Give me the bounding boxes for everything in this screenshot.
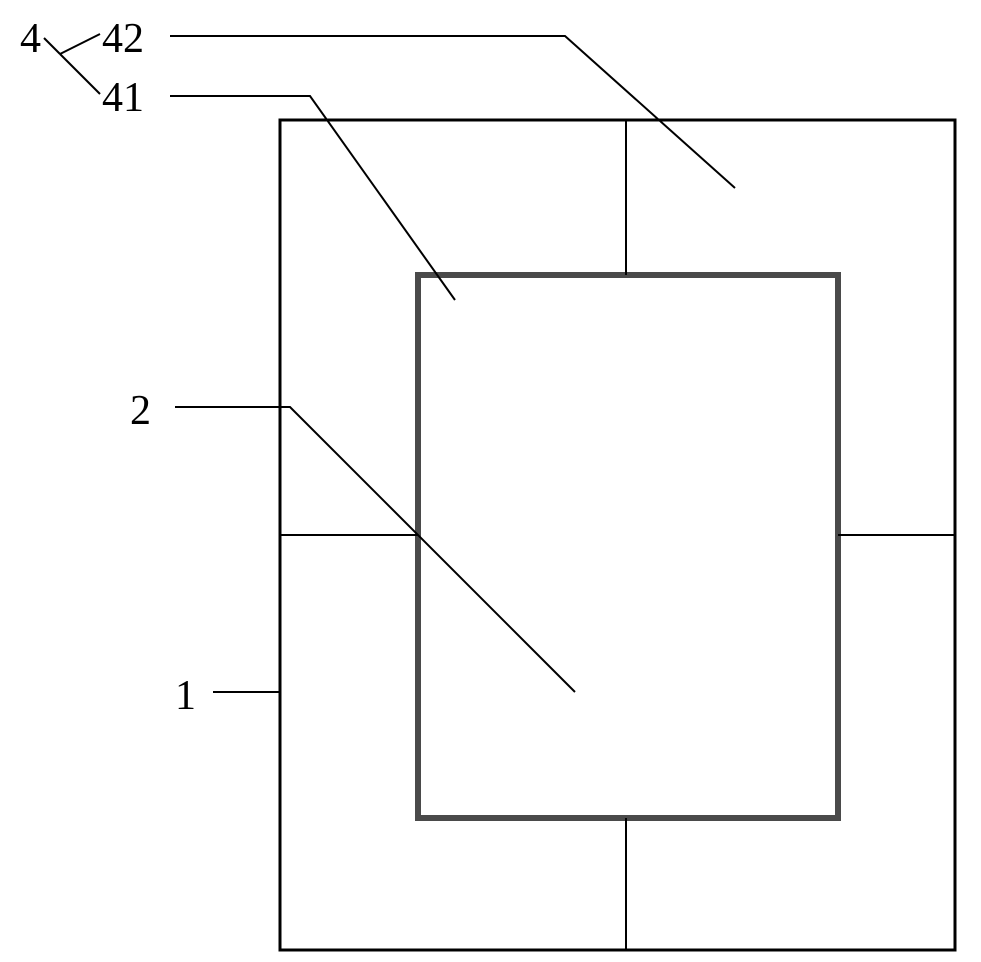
label-1: 1 — [175, 672, 196, 720]
inner-rectangle — [418, 275, 838, 818]
technical-diagram — [0, 0, 981, 962]
leader-lines — [44, 34, 735, 692]
label-42: 42 — [102, 15, 144, 63]
label-2: 2 — [130, 387, 151, 435]
divider-lines — [280, 120, 955, 950]
label-41: 41 — [102, 74, 144, 122]
label-4: 4 — [20, 15, 41, 63]
